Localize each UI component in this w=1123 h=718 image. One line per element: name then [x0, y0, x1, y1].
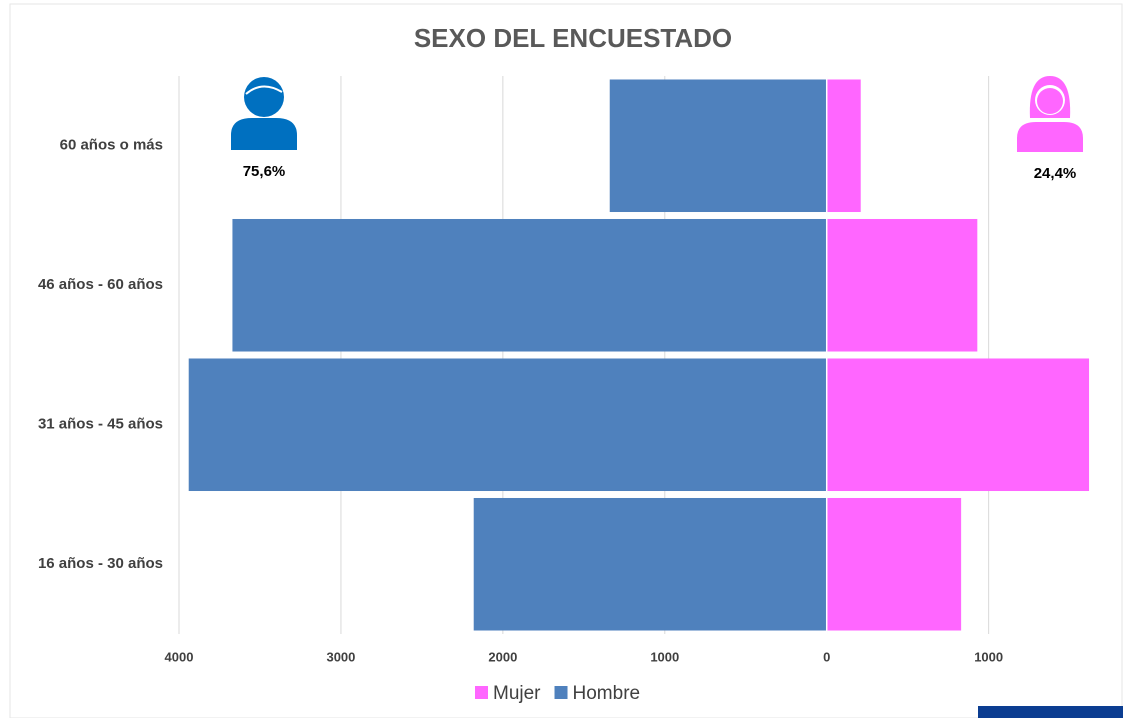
- legend-swatch: [475, 686, 488, 699]
- man-icon: [231, 77, 297, 150]
- legend-label: Hombre: [573, 683, 641, 704]
- y-tick-label: 16 años - 30 años: [38, 555, 163, 572]
- x-tick-label: 1000: [650, 649, 679, 664]
- bar: [826, 79, 861, 213]
- x-tick-label: 0: [823, 649, 830, 664]
- bars: [188, 79, 1090, 631]
- legend-swatch: [554, 686, 568, 699]
- y-tick-label: 60 años o más: [60, 137, 163, 154]
- y-tick-label: 31 años - 45 años: [38, 416, 163, 433]
- bar: [826, 358, 1090, 492]
- bar: [826, 218, 978, 352]
- bar: [232, 218, 827, 352]
- legend-label: Mujer: [493, 683, 541, 704]
- bar: [609, 79, 827, 213]
- legend: Mujer Hombre: [475, 683, 640, 704]
- annotation: 24,4%: [1034, 165, 1077, 182]
- chart-border: [9, 3, 1123, 718]
- bar: [826, 497, 962, 631]
- footer-bar: [978, 706, 1123, 718]
- bar: [473, 497, 827, 631]
- chart-title: SEXO DEL ENCUESTADO: [414, 23, 732, 53]
- woman-icon: [1017, 76, 1083, 152]
- y-tick-label: 46 años - 60 años: [38, 276, 163, 293]
- x-tick-label: 2000: [488, 649, 517, 664]
- x-tick-label: 3000: [326, 649, 355, 664]
- annotation: 75,6%: [243, 163, 286, 180]
- bar: [188, 358, 827, 492]
- x-tick-label: 4000: [165, 649, 194, 664]
- x-tick-label: 1000: [974, 649, 1003, 664]
